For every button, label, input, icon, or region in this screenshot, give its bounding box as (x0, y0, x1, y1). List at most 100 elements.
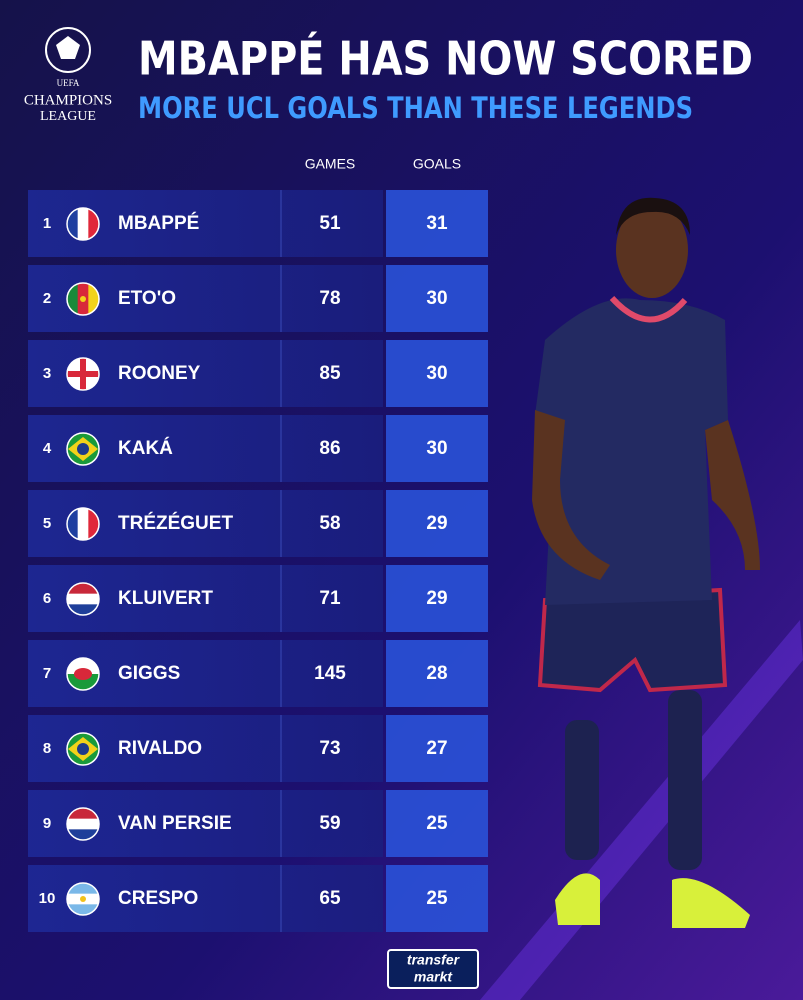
flag-stripe (77, 208, 89, 240)
games: 73 (319, 738, 340, 759)
flag-stripe (88, 508, 99, 540)
goals: 30 (426, 363, 447, 384)
flag-stripe (67, 808, 99, 820)
flag (67, 508, 99, 540)
goals: 29 (426, 588, 447, 609)
games: 86 (319, 438, 340, 459)
games: 58 (319, 513, 340, 534)
flag-stripe (67, 583, 99, 595)
flag (67, 733, 99, 765)
flag (67, 583, 99, 615)
flag-stripe (67, 593, 99, 605)
logo-box (387, 949, 479, 989)
column-header: GAMES (305, 156, 356, 172)
logo-text: LEAGUE (40, 109, 96, 124)
flag (67, 283, 99, 315)
shorts (537, 587, 728, 693)
flag-cross (67, 371, 99, 377)
flag-stripe (67, 818, 99, 830)
player-name: KAKÁ (118, 437, 173, 459)
flag-star (80, 296, 86, 302)
goals-cell (386, 715, 488, 782)
boot (672, 878, 750, 928)
leg (668, 690, 702, 870)
rank: 6 (43, 590, 51, 607)
flag-ring (66, 282, 100, 316)
title: MBAPPÉ HAS NOW SCORED (138, 32, 753, 86)
flag-stripe (67, 658, 99, 675)
goals: 27 (426, 738, 447, 759)
player-figure (532, 197, 760, 928)
games: 78 (319, 288, 340, 309)
flag-globe (77, 443, 89, 455)
arm (532, 410, 610, 580)
collar (609, 295, 688, 323)
flag-ring (66, 507, 100, 541)
ball (45, 27, 91, 73)
flag-ring (66, 882, 100, 916)
player-name: GIGGS (118, 663, 180, 684)
flag (67, 808, 99, 840)
flag-stripe (77, 508, 89, 540)
goals: 25 (426, 888, 448, 909)
flag-stripe (67, 883, 99, 895)
games: 71 (319, 588, 341, 609)
rank: 8 (43, 740, 51, 757)
goals-cell (386, 415, 488, 482)
goals-cell (386, 490, 488, 557)
goals: 30 (426, 438, 447, 459)
goals-cell (386, 640, 488, 707)
flag-globe (77, 743, 89, 755)
flag-ring (66, 207, 100, 241)
head (616, 202, 688, 298)
subtitle: MORE UCL GOALS THAN THESE LEGENDS (138, 91, 693, 125)
goals-cell (386, 265, 488, 332)
boot (555, 873, 600, 925)
transfermarkt-logo: transfer markt (387, 949, 479, 989)
goals-cell (386, 340, 488, 407)
flag-stripe (67, 508, 79, 540)
goals: 28 (426, 663, 447, 684)
flag-ring (66, 807, 100, 841)
flag-stripe (67, 829, 99, 840)
rank: 1 (43, 215, 51, 232)
flag (67, 358, 99, 390)
flag-stripe (67, 604, 99, 615)
logo-text: CHAMPIONS (24, 92, 112, 108)
games: 145 (314, 663, 346, 684)
flag-stripe (88, 283, 99, 315)
flag-stripe (67, 674, 99, 690)
flag (67, 883, 99, 915)
flag (67, 208, 99, 240)
rank: 9 (43, 815, 51, 832)
player-name: ETO'O (118, 288, 176, 309)
flag-stripe (67, 283, 79, 315)
goals-cell (386, 190, 488, 257)
arm (705, 420, 760, 570)
player-name: CRESPO (118, 888, 198, 909)
flag-stripe (88, 208, 99, 240)
flag-sun (80, 896, 86, 902)
goals: 30 (426, 288, 447, 309)
flag (67, 433, 99, 465)
flag-ring (66, 657, 100, 691)
games: 51 (319, 213, 341, 234)
goals: 25 (426, 813, 448, 834)
leg (565, 720, 599, 860)
player-name: KLUIVERT (118, 588, 213, 609)
flag-ring (66, 732, 100, 766)
rank: 5 (43, 515, 51, 532)
player-name: RIVALDO (118, 738, 202, 759)
ucl-logo: UEFA CHAMPIONS LEAGUE (24, 27, 112, 124)
flag-stripe (67, 904, 99, 915)
logo-text: markt (414, 969, 453, 985)
rank: 4 (43, 440, 52, 457)
games: 65 (319, 888, 341, 909)
flag (67, 658, 99, 690)
rank: 7 (43, 665, 51, 682)
hair (616, 197, 690, 235)
player-name: ROONEY (118, 363, 201, 384)
flag-ring (66, 357, 100, 391)
flag-ring (66, 432, 100, 466)
